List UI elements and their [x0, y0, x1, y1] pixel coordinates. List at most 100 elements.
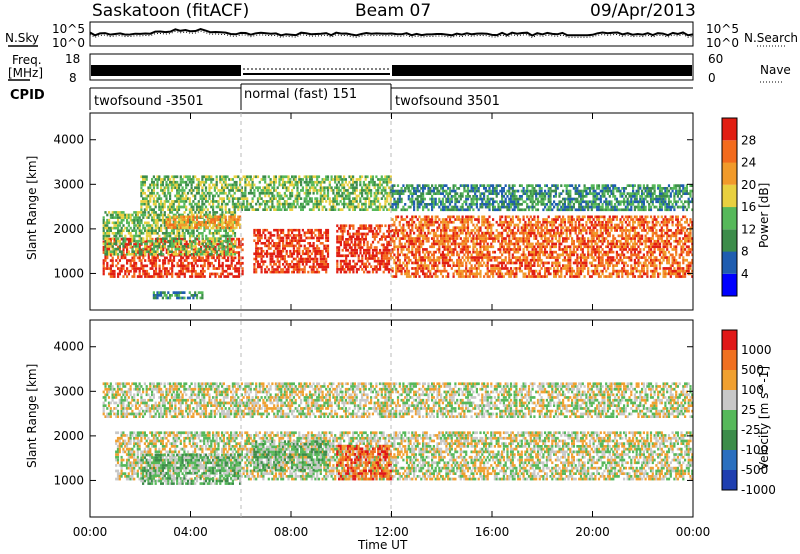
cell-echo_10_12 — [386, 251, 389, 255]
cell-evening_band — [463, 258, 466, 262]
cell-echo_07_09 — [298, 260, 301, 263]
cell-morning_band_upper — [160, 224, 163, 227]
cell-band_2000km — [188, 226, 191, 229]
cell-echo_07_09 — [285, 249, 288, 253]
cell-band_2600km — [352, 208, 355, 211]
cell-band_2600km — [185, 175, 188, 179]
cell-evening_band — [551, 229, 554, 232]
cell-echo_10_12 — [364, 224, 367, 228]
cell-band_2600km — [203, 180, 206, 184]
cell-evening_band — [529, 242, 532, 246]
cell-echo_10_12 — [352, 270, 355, 274]
cell-band_2600km — [140, 205, 143, 209]
cell-evening_band — [515, 242, 518, 246]
cell-main_echo_early — [172, 264, 176, 268]
cell-band_2000km — [212, 226, 215, 229]
cell-band_2600km — [343, 175, 346, 179]
cell-evening_band — [423, 275, 426, 278]
cell-evening_band — [423, 267, 426, 270]
cell-band_2600km — [343, 200, 346, 203]
cell-band_2600km — [260, 202, 263, 206]
cell-band_2600km — [154, 183, 157, 187]
cell-echo_07_09 — [307, 236, 310, 240]
cell-evening_band — [475, 269, 478, 273]
cell-band_2600km — [321, 186, 324, 190]
cell-morning_band_upper — [135, 229, 138, 232]
cell-echo_07_09 — [282, 236, 285, 240]
cell-evening_band — [522, 223, 525, 227]
cell-morning_band_upper — [122, 216, 125, 219]
cell-evening_band — [477, 253, 480, 257]
cell-band_2000km — [204, 220, 208, 224]
cell-band_2600km — [264, 205, 267, 209]
cell-main_echo_early — [180, 272, 183, 276]
cell-band_2600km — [387, 208, 391, 211]
cell-echo_10_12 — [361, 262, 364, 266]
cell-echo_10_12 — [336, 229, 339, 233]
cell-evening_band — [438, 269, 441, 273]
cell-evening_band — [468, 250, 471, 254]
cell-evening_band — [463, 237, 466, 240]
cell-echo_10_12 — [345, 262, 348, 266]
cell-morning_band_upper — [133, 250, 136, 253]
cell-band_2600km — [143, 197, 146, 200]
cell-echo_07_09 — [287, 228, 290, 232]
cell-morning_band_upper — [145, 216, 148, 219]
cell-band_2600km — [188, 180, 191, 184]
cell-evening_band — [558, 237, 561, 240]
cell-evening_band — [413, 272, 416, 276]
cell-band_2600km — [140, 208, 143, 211]
cell-band_2600km — [185, 180, 188, 184]
cell-evening_band — [493, 264, 496, 267]
cell-echo_10_12 — [386, 229, 389, 233]
cell-band_2600km — [344, 202, 347, 206]
cell-evening_band — [492, 275, 495, 278]
cell-morning_band_upper — [104, 232, 107, 235]
cell-evening_band — [506, 223, 509, 227]
cell-evening_band — [517, 218, 520, 221]
cell-band_2600km — [307, 175, 310, 179]
cell-band_2600km — [300, 183, 303, 187]
cell-band_2600km — [361, 175, 364, 179]
cell-band_2600km — [188, 200, 191, 203]
cell-band_2600km — [186, 178, 190, 181]
cell-band_2600km — [337, 175, 340, 179]
cell-evening_band — [549, 245, 552, 249]
cell-echo_07_09 — [321, 234, 324, 237]
cell-evening_band — [475, 267, 478, 270]
cell-evening_band — [518, 245, 522, 249]
cell-main_echo_early — [165, 248, 168, 252]
cell-main_echo_early — [136, 275, 139, 278]
cell-band_2600km — [380, 178, 383, 181]
cell-morning_band_upper — [160, 211, 163, 214]
cell-band_2600km — [212, 197, 215, 200]
cell-evening_band — [506, 248, 509, 251]
cell-morning_band_upper — [142, 213, 145, 217]
cell-main_echo_early — [230, 240, 233, 244]
cell-main_echo_early — [162, 267, 165, 270]
cell-evening_band — [542, 250, 545, 254]
cell-echo_07_09 — [307, 255, 310, 258]
cell-band_2600km — [348, 186, 351, 190]
cell-evening_band — [466, 275, 470, 278]
cell-morning_band_upper — [135, 224, 138, 227]
cell-evening_band — [490, 231, 493, 235]
cell-evening_band — [544, 226, 547, 230]
cell-echo_10_12 — [350, 251, 353, 255]
cell-main_echo_early — [133, 275, 136, 278]
cell-evening_band — [560, 226, 563, 230]
cell-main_echo_early — [144, 272, 147, 276]
cell-evening_band — [563, 256, 566, 259]
cell-main_echo_early — [140, 275, 143, 278]
cell-evening_band — [400, 248, 403, 251]
cell-echo_07_09 — [307, 260, 310, 263]
cell-morning_band_upper — [232, 245, 235, 248]
cell-echo_10_12 — [366, 227, 369, 230]
cell-band_2000km — [195, 226, 199, 229]
cell-main_echo_early — [214, 245, 217, 249]
cell-band_2600km — [156, 183, 159, 187]
cell-morning_band_upper — [147, 226, 150, 230]
cell-morning_band_upper — [120, 250, 123, 253]
cell-band_2600km — [389, 197, 392, 200]
cell-main_echo_early — [138, 243, 141, 246]
